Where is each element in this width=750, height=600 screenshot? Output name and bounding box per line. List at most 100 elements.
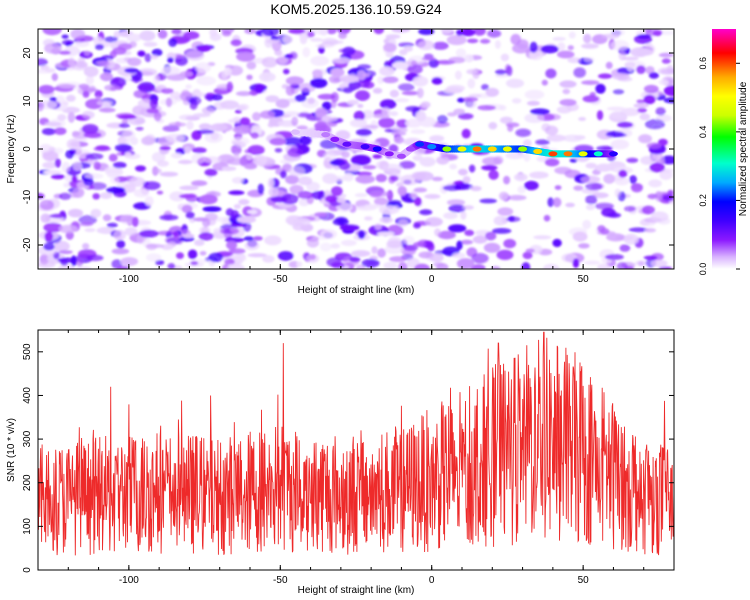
noise-blob [131, 216, 139, 227]
noise-blob [595, 163, 613, 172]
noise-blob [38, 261, 56, 268]
noise-blob [606, 106, 626, 111]
noise-blob [40, 213, 51, 223]
ridge-point [533, 148, 543, 154]
noise-blob [341, 151, 350, 158]
noise-blob [38, 58, 48, 66]
noise-blob [643, 84, 659, 94]
noise-blob [628, 227, 649, 233]
noise-blob [392, 205, 401, 213]
noise-blob [644, 228, 657, 233]
noise-blob [209, 29, 218, 37]
noise-blob [466, 38, 479, 44]
noise-blob [184, 146, 191, 154]
noise-blob [557, 42, 566, 51]
noise-blob [266, 39, 280, 44]
noise-blob [299, 33, 308, 45]
noise-blob [457, 113, 474, 120]
noise-blob [129, 176, 146, 187]
noise-blob [190, 261, 199, 266]
ridge-point [563, 151, 573, 157]
noise-blob [274, 148, 283, 153]
colorbar-tick-label: 0.2 [698, 194, 708, 207]
noise-blob [196, 129, 215, 135]
noise-blob [636, 65, 646, 74]
tick-label: -100 [119, 575, 139, 586]
noise-blob [41, 128, 56, 136]
noise-blob [167, 263, 176, 269]
noise-blob [492, 228, 512, 234]
noise-blob [541, 79, 548, 86]
noise-blob [223, 67, 232, 76]
noise-blob [414, 263, 430, 269]
noise-blob [81, 124, 99, 134]
noise-blob [559, 99, 577, 106]
noise-blob [419, 156, 436, 167]
tick-label: 100 [22, 518, 33, 535]
noise-blob [479, 198, 498, 204]
noise-blob [124, 151, 132, 157]
noise-blob [612, 89, 625, 95]
noise-blob [481, 84, 489, 91]
noise-blob [54, 158, 62, 168]
noise-blob [493, 156, 504, 165]
noise-blob [70, 29, 86, 40]
noise-blob [94, 90, 103, 99]
colorbar-label: Normalized spectral amplitude [738, 81, 749, 216]
noise-blob [144, 53, 152, 63]
noise-blob [470, 264, 486, 269]
noise-blob [309, 37, 323, 42]
noise-blob [609, 110, 628, 119]
noise-blob [287, 147, 304, 158]
tick-label: 20 [22, 47, 33, 59]
noise-blob [90, 208, 102, 218]
noise-blob [170, 152, 183, 159]
noise-blob [244, 240, 260, 251]
noise-blob [565, 202, 575, 208]
noise-blob [578, 117, 586, 121]
noise-blob [312, 69, 323, 77]
noise-blob [324, 195, 338, 203]
noise-blob [392, 61, 409, 70]
noise-blob [113, 229, 126, 241]
noise-blob [135, 165, 146, 172]
noise-blob [394, 98, 410, 103]
colorbar-tick-label: 0.6 [698, 57, 708, 70]
noise-blob [372, 114, 390, 119]
noise-blob [228, 190, 245, 195]
noise-blob [330, 243, 341, 249]
noise-blob [460, 239, 473, 245]
noise-blob [410, 129, 426, 135]
noise-blob [342, 87, 353, 94]
noise-blob [598, 73, 613, 79]
noise-blob [481, 165, 498, 171]
noise-blob [239, 117, 251, 125]
noise-blob [99, 72, 114, 82]
noise-blob [330, 186, 343, 197]
noise-blob [511, 98, 522, 104]
noise-blob [185, 84, 192, 89]
noise-blob [98, 107, 116, 113]
noise-blob [597, 263, 611, 269]
noise-blob [595, 83, 606, 94]
noise-blob [602, 145, 614, 151]
noise-blob [389, 256, 407, 263]
noise-blob [471, 252, 489, 264]
noise-blob [410, 60, 418, 66]
noise-blob [242, 221, 252, 232]
noise-blob [124, 67, 139, 74]
noise-blob [267, 122, 275, 128]
noise-blob [191, 180, 208, 187]
noise-blob [391, 131, 407, 136]
noise-blob [357, 64, 372, 70]
noise-blob [401, 91, 420, 96]
noise-blob [432, 262, 445, 267]
noise-blob [55, 95, 66, 104]
ridge-point [290, 129, 300, 135]
noise-blob [396, 128, 408, 133]
noise-blob [618, 50, 626, 61]
tick-label: -50 [273, 274, 288, 285]
tick-label: 400 [22, 387, 33, 404]
noise-blob [652, 30, 662, 37]
noise-blob [283, 68, 290, 75]
